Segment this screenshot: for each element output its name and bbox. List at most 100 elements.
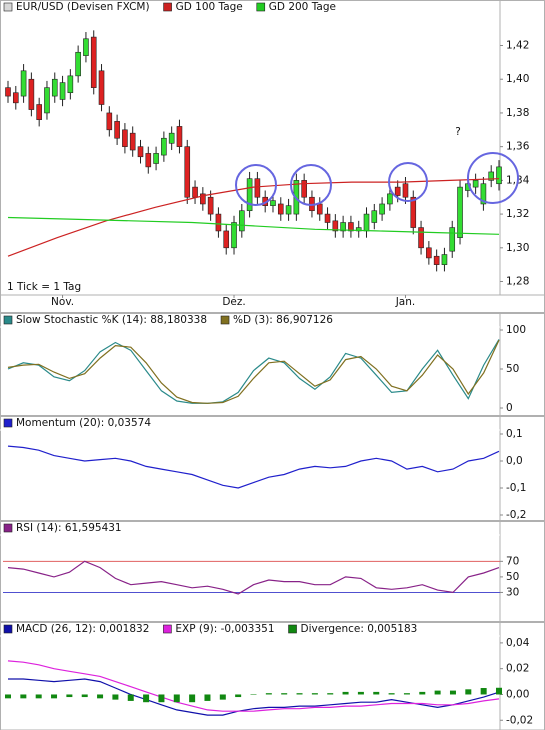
divergence-bar	[419, 691, 426, 695]
candle-body	[394, 186, 401, 196]
legend-swatch	[288, 624, 297, 634]
candle-body	[379, 203, 385, 215]
highlight-circle	[235, 164, 277, 206]
divergence-bar	[219, 694, 226, 700]
candle-body	[348, 222, 354, 232]
candle-body	[12, 92, 19, 104]
divergence-bar	[66, 694, 73, 698]
y-tick-label: 0,0	[506, 455, 523, 467]
legend-label: Momentum (20): 0,03574	[16, 417, 151, 429]
y-tick-label: 0,02	[506, 663, 529, 675]
candle-body	[285, 205, 292, 215]
candle-body	[176, 126, 183, 147]
indicator-line	[7, 216, 500, 235]
divergence-bar	[311, 693, 318, 695]
candle-body	[246, 178, 253, 212]
legend-swatch	[163, 624, 172, 634]
divergence-bar	[143, 694, 150, 703]
divergence-bar	[496, 687, 502, 695]
candle-body	[215, 213, 222, 232]
divergence-bar	[112, 694, 119, 700]
panel-frame	[0, 313, 545, 416]
candle-body	[145, 153, 152, 168]
panel-frame	[0, 0, 545, 313]
y-tick-label: -0,1	[506, 482, 527, 494]
candle-body	[433, 255, 440, 265]
y-tick-label: 70	[506, 555, 519, 567]
highlight-circle	[467, 152, 519, 204]
x-tick-label: Dez.	[222, 296, 245, 308]
divergence-bar	[449, 690, 456, 695]
candle-body	[457, 186, 463, 238]
divergence-bar	[373, 691, 380, 695]
y-tick-label: 0,00	[506, 688, 529, 700]
candle-body	[363, 213, 370, 232]
indicator-line	[7, 339, 500, 404]
candle-body	[488, 171, 495, 181]
candle-body	[207, 196, 214, 215]
note: 1 Tick = 1 Tag	[7, 281, 81, 293]
indicator-line	[7, 339, 500, 404]
legend-label: %D (3): 86,907126	[233, 314, 333, 326]
candle-body	[75, 51, 81, 77]
divergence-bar	[342, 691, 349, 695]
legend-label: GD 200 Tage	[269, 1, 336, 13]
y-tick-label: 0,1	[506, 428, 523, 440]
y-tick-label: 1,32	[506, 208, 529, 220]
candle-body	[480, 183, 487, 205]
highlight-circle	[388, 162, 428, 202]
candle-body	[168, 132, 175, 144]
y-tick-label: -0,2	[506, 509, 527, 521]
legend-swatch	[3, 418, 13, 428]
divergence-bar	[20, 694, 27, 699]
candle-body	[441, 254, 448, 265]
divergence-bar	[127, 694, 134, 701]
candle-body	[98, 70, 105, 105]
y-tick-label: 1,38	[506, 107, 529, 119]
divergence-bar	[250, 694, 257, 695]
divergence-bar	[35, 694, 42, 699]
indicator-line	[7, 560, 500, 595]
candle-body	[316, 203, 323, 215]
x-tick-label: Nov.	[51, 296, 74, 308]
candle-body	[192, 186, 198, 198]
divergence-bar	[235, 694, 242, 698]
candle-body	[410, 196, 417, 228]
candle-body	[129, 132, 136, 151]
divergence-bar	[5, 694, 11, 699]
candle-body	[332, 220, 339, 232]
candle-body	[161, 137, 167, 156]
divergence-bar	[327, 693, 334, 695]
indicator-line	[7, 178, 500, 257]
y-tick-label: 50	[506, 363, 519, 375]
candle-body	[418, 227, 424, 249]
candle-body	[239, 210, 245, 232]
divergence-bar	[388, 693, 395, 695]
candle-body	[114, 121, 120, 139]
candle-body	[184, 146, 191, 198]
divergence-bar	[465, 689, 472, 695]
panel-frame	[0, 622, 545, 730]
divergence-bar	[281, 693, 288, 695]
legend-label: GD 100 Tage	[176, 1, 243, 13]
divergence-bar	[357, 691, 364, 695]
x-tick-label: Jan.	[395, 296, 416, 308]
candle-body	[324, 213, 331, 223]
candle-body	[83, 38, 89, 56]
candle-body	[59, 82, 66, 100]
legend-swatch	[163, 2, 172, 12]
candle-body	[67, 75, 74, 94]
divergence-bar	[434, 690, 441, 695]
y-tick-label: 100	[506, 324, 526, 336]
legend-label: RSI (14): 61,595431	[16, 522, 122, 534]
y-tick-label: -0,02	[506, 714, 533, 726]
candle-body	[340, 222, 346, 232]
candle-body	[402, 183, 409, 198]
legend-swatch	[3, 2, 13, 12]
y-tick-label: 1,42	[506, 40, 529, 52]
divergence-bar	[296, 693, 303, 695]
candle-body	[44, 87, 50, 114]
divergence-bar	[158, 694, 165, 703]
candle-body	[200, 193, 206, 205]
candle-body	[371, 210, 378, 223]
